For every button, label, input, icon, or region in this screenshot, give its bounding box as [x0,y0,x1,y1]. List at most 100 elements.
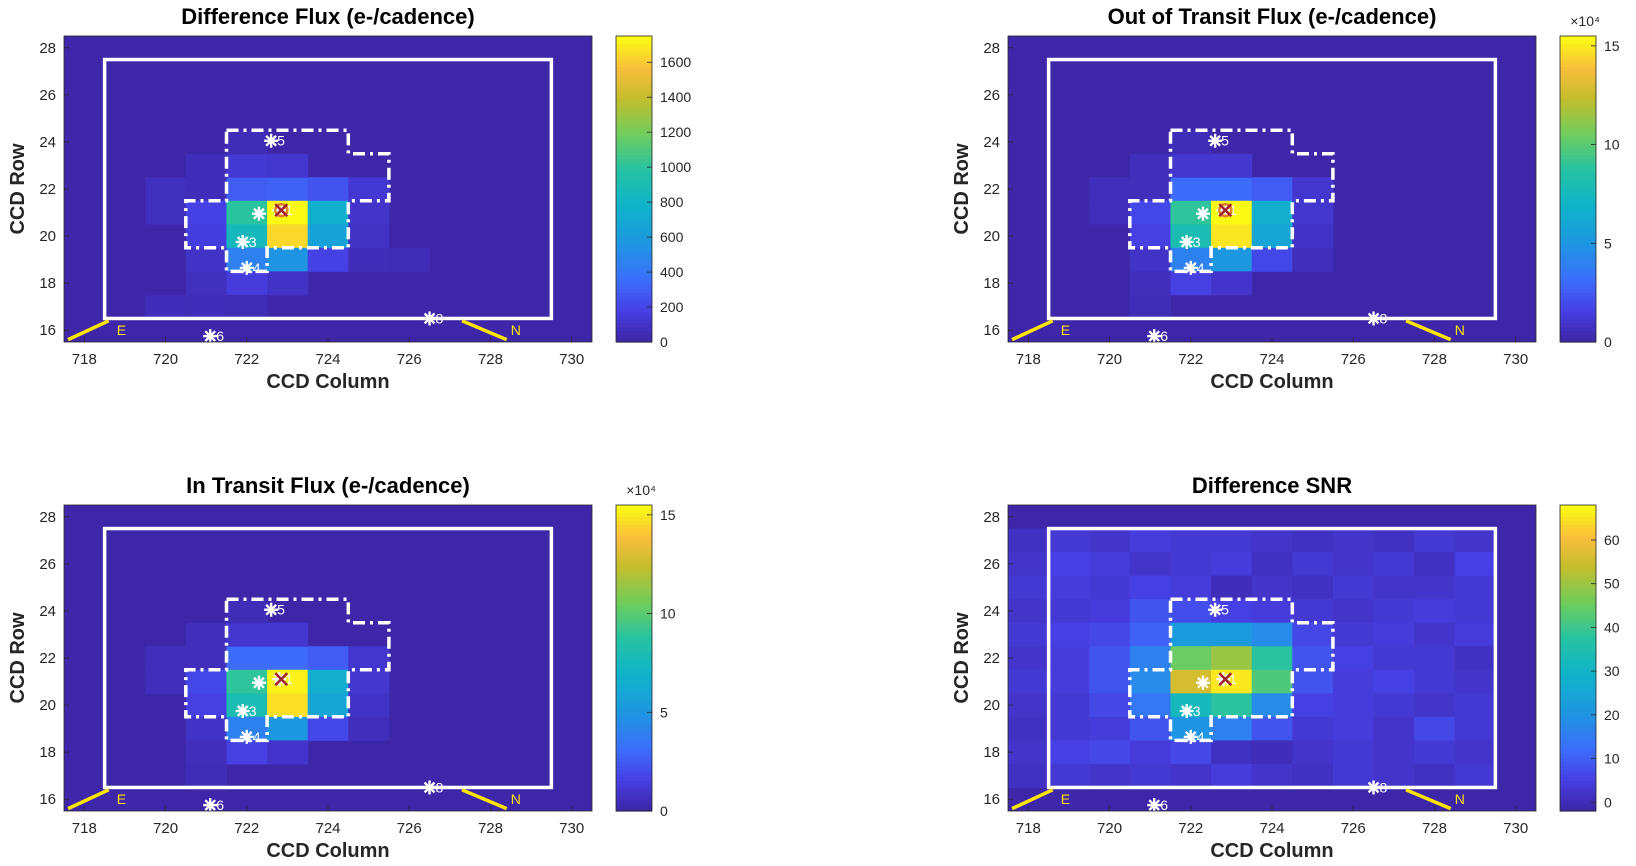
heatmap-cell [145,646,187,671]
heatmap-cell [1170,552,1212,577]
colorbar-segment [1560,573,1596,579]
heatmap-cell [1414,528,1456,553]
heatmap-cell [267,716,309,741]
heatmap-cell [267,740,309,765]
heatmap-cell [1129,716,1171,741]
compass-north-label: N [511,791,521,807]
x-tick-label: 724 [1259,820,1284,837]
star-label: 3 [1193,703,1201,719]
colorbar-segment [1560,619,1596,625]
star-ray [1209,603,1221,616]
heatmap-cell [1170,153,1212,178]
heatmap-cell [1089,716,1131,741]
colorbar-segment [1560,684,1596,690]
colorbar-tick-label: 1400 [660,89,691,105]
colorbar-segment [1560,231,1596,236]
colorbar-segment [1560,192,1596,198]
colorbar-tick-label: 200 [660,299,684,315]
y-tick-label: 24 [39,134,56,151]
colorbar-segment [616,753,652,759]
colorbar-segment [1560,547,1596,552]
colorbar-frame [615,504,653,812]
compass-east-label: E [1061,322,1070,338]
colorbar-segment [616,700,652,705]
heatmap-cell [307,200,349,225]
colorbar-segment [1560,527,1596,533]
colorbar-segment [616,527,652,533]
heatmap-cell [1008,669,1050,694]
y-tick-label: 28 [983,509,1000,526]
y-tick-label: 26 [983,87,1000,104]
colorbar-segment [616,89,652,94]
colorbar-segment [616,112,652,117]
star-ray [1148,799,1161,811]
compass-north-line [1405,319,1452,342]
heatmap-cell [1170,646,1212,671]
x-tick-label: 726 [397,351,422,368]
colorbar-segment [616,508,652,514]
star-label: 3 [249,234,257,250]
colorbar-segment [1560,276,1596,282]
colorbar-segment [1560,234,1596,240]
colorbar-tick-label: 5 [660,704,668,720]
heatmap-cell [1211,153,1253,178]
colorbar-segment [616,315,652,320]
heatmap-cell [1292,200,1334,225]
colorbar-segment [616,608,652,613]
star-ray [253,676,265,689]
heatmap-cell [185,740,227,765]
heatmap-cell [1251,646,1293,671]
star-ray [423,781,436,794]
colorbar-segment [1560,273,1596,278]
heatmap-cell [145,177,187,202]
colorbar-segment [616,577,652,583]
colorbar-segment [616,742,652,747]
colorbar-segment [1560,723,1596,728]
heatmap-cell [185,716,227,741]
star-ray [1184,731,1197,743]
colorbar-segment [616,558,652,563]
colorbar-segment [1560,120,1596,125]
colorbar-segment [1560,807,1596,812]
colorbar-segment [1560,550,1596,556]
colorbar-segment [1560,334,1596,339]
colorbar-segment [616,250,652,255]
colorbar-segment [616,192,652,198]
heatmap-cell [1332,552,1375,577]
colorbar-segment [616,795,652,801]
colorbar-segment [616,238,652,244]
colorbar-segment [1560,36,1596,41]
heatmap-cell [348,224,390,249]
colorbar-segment [616,807,652,812]
y-tick-label: 16 [39,791,56,808]
heatmap-cell [1170,271,1212,296]
heatmap-cell [185,294,227,319]
heatmap-cell [1373,763,1415,788]
chart-title: Out of Transit Flux (e-/cadence) [1108,4,1437,29]
heatmap-cell [1251,200,1293,225]
star-label: 5 [1221,133,1229,149]
star-ray [1180,705,1193,717]
colorbar-segment [1560,703,1596,709]
colorbar-segment [616,280,652,286]
colorbar-segment [616,757,652,762]
x-tick-label: 730 [559,351,584,368]
colorbar-segment [1560,791,1596,797]
y-tick-label: 28 [39,40,56,57]
star-marker: 3 [235,234,257,250]
colorbar-segment [616,131,652,137]
colorbar-segment [616,234,652,240]
colorbar-segment [1560,116,1596,121]
colorbar-segment [1560,215,1596,221]
colorbar-tick-label: 20 [1604,707,1620,723]
aperture-outline [184,597,391,743]
colorbar-segment [1560,292,1596,297]
heatmap-cell [1048,740,1090,765]
colorbar-segment [616,43,652,49]
colorbar-segment [616,120,652,125]
colorbar-segment [1560,734,1596,739]
colorbar-segment [616,338,652,343]
colorbar-segment [616,619,652,625]
colorbar-segment [1560,627,1596,632]
colorbar-segment [616,231,652,236]
